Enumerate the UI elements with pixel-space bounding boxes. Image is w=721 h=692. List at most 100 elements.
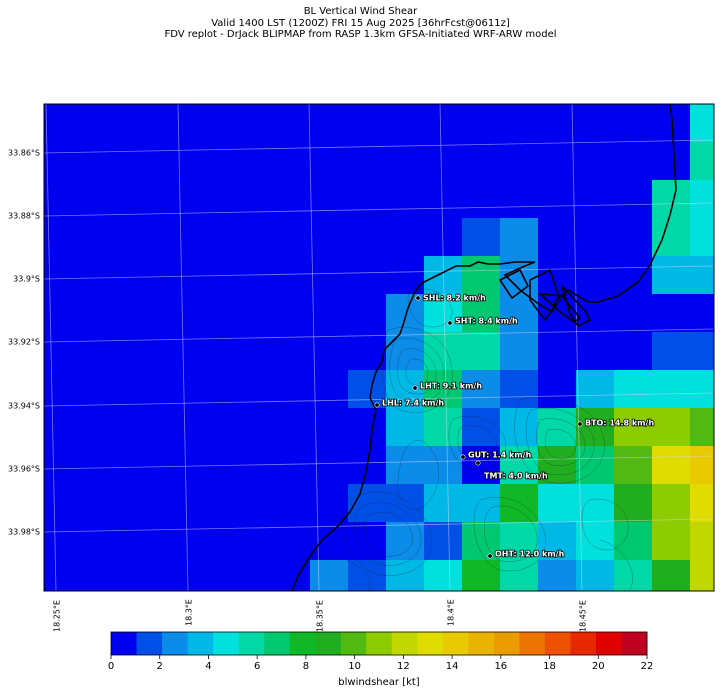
grid-cell <box>196 104 235 143</box>
grid-cell <box>500 218 539 257</box>
grid-cell <box>234 408 273 447</box>
colorbar-frame <box>110 631 648 656</box>
grid-cell <box>690 522 714 561</box>
colorbar-swatch <box>417 632 444 655</box>
grid-cell <box>576 446 615 485</box>
grid-cell <box>310 218 349 257</box>
grid-cell <box>614 142 653 181</box>
grid-cell <box>538 218 577 257</box>
colorbar-tick-label: 14 <box>446 661 459 672</box>
grid-cell <box>652 218 691 257</box>
lat-tick-label: 33.9°S <box>13 275 40 284</box>
plot-frame <box>43 103 715 592</box>
grid-cell <box>348 294 387 333</box>
grid-cell <box>386 560 425 591</box>
grid-cell <box>462 484 501 523</box>
grid-cell <box>386 446 425 485</box>
grid-cell <box>196 332 235 371</box>
colorbar-swatch <box>544 632 571 655</box>
grid-cell <box>158 370 197 409</box>
grid-cell <box>576 256 615 295</box>
grid-cell <box>614 218 653 257</box>
grid-cell <box>120 370 159 409</box>
station-marker-shl <box>415 295 421 301</box>
grid-cell <box>576 522 615 561</box>
grid-cell <box>576 142 615 181</box>
grid-cell <box>614 294 653 333</box>
colorbar-swatch <box>289 632 316 655</box>
grid-cell <box>158 408 197 447</box>
grid-cell <box>310 408 349 447</box>
graticule <box>44 104 714 591</box>
grid-cell <box>196 560 235 591</box>
grid-cell <box>538 370 577 409</box>
grid-cell <box>120 560 159 591</box>
grid-cell <box>652 446 691 485</box>
grid-cell <box>538 180 577 219</box>
grid-cell <box>690 446 714 485</box>
colorbar: 0 2 4 6 8 10 12 14 16 18 20 22 blwindshear [kt] <box>108 631 653 688</box>
grid-cell <box>196 294 235 333</box>
grid-cell <box>120 294 159 333</box>
grid-cell <box>500 370 539 409</box>
grid-cell <box>462 522 501 561</box>
grid-cell <box>196 522 235 561</box>
grid-cell <box>158 294 197 333</box>
grid-cell <box>120 104 159 143</box>
lon-tick-label: 18.35°E <box>316 600 325 632</box>
grid-cell <box>424 142 463 181</box>
grid-cell <box>272 294 311 333</box>
grid-cell <box>158 256 197 295</box>
colorbar-swatch <box>264 632 291 655</box>
grid-cell <box>120 218 159 257</box>
grid-cell <box>614 446 653 485</box>
grid-cell <box>82 332 121 371</box>
grid-cell <box>386 180 425 219</box>
grid-cell <box>424 484 463 523</box>
lon-tick-label: 18.25°E <box>53 600 62 632</box>
grid-cell <box>120 332 159 371</box>
colorbar-swatch <box>570 632 597 655</box>
grid-cell <box>348 560 387 591</box>
grid-cell <box>576 484 615 523</box>
grid-cell <box>614 522 653 561</box>
grid-cell <box>120 484 159 523</box>
grid-cell <box>196 408 235 447</box>
lon-tick-label: 18.4°E <box>447 599 456 626</box>
colorbar-label: blwindshear [kt] <box>338 677 420 688</box>
grid-cell <box>234 218 273 257</box>
colorbar-tick-label: 10 <box>348 661 361 672</box>
grid-cell <box>538 256 577 295</box>
grid-cell <box>386 370 425 409</box>
station-label-sht: SHT: 8.4 km/h <box>455 317 518 326</box>
grid-cell <box>500 180 539 219</box>
grid-cell <box>538 142 577 181</box>
grid-cell <box>82 560 121 591</box>
station-marker-sht <box>447 320 453 326</box>
station-marker-lhl <box>374 402 380 408</box>
grid-cell <box>576 560 615 591</box>
grid-cell <box>424 370 463 409</box>
grid-cell <box>500 142 539 181</box>
colorbar-tick-label: 12 <box>397 661 410 672</box>
grid-cell <box>348 180 387 219</box>
longitude-axis: 18.25°E 18.3°E 18.35°E 18.4°E 18.45°E <box>53 599 588 632</box>
grid-cell <box>500 484 539 523</box>
plot-area: SHL: 8.2 km/h SHT: 8.4 km/h LHT: 9.1 km/h L… <box>44 104 714 591</box>
grid-cell <box>614 104 653 143</box>
grid-cell <box>348 256 387 295</box>
lat-tick-label: 33.94°S <box>8 402 40 411</box>
grid-cell <box>234 104 273 143</box>
grid-cell <box>500 332 539 371</box>
colorbar-tick-label: 6 <box>254 661 260 672</box>
colorbar-tick-label: 16 <box>494 661 507 672</box>
station-label-shl: SHL: 8.2 km/h <box>423 294 486 303</box>
colorbar-swatches <box>111 632 648 655</box>
grid-cell <box>538 522 577 561</box>
grid-cell <box>614 484 653 523</box>
grid-cell <box>272 522 311 561</box>
grid-cell <box>234 180 273 219</box>
grid-cell <box>310 294 349 333</box>
grid-cell <box>348 218 387 257</box>
grid-cell <box>234 294 273 333</box>
